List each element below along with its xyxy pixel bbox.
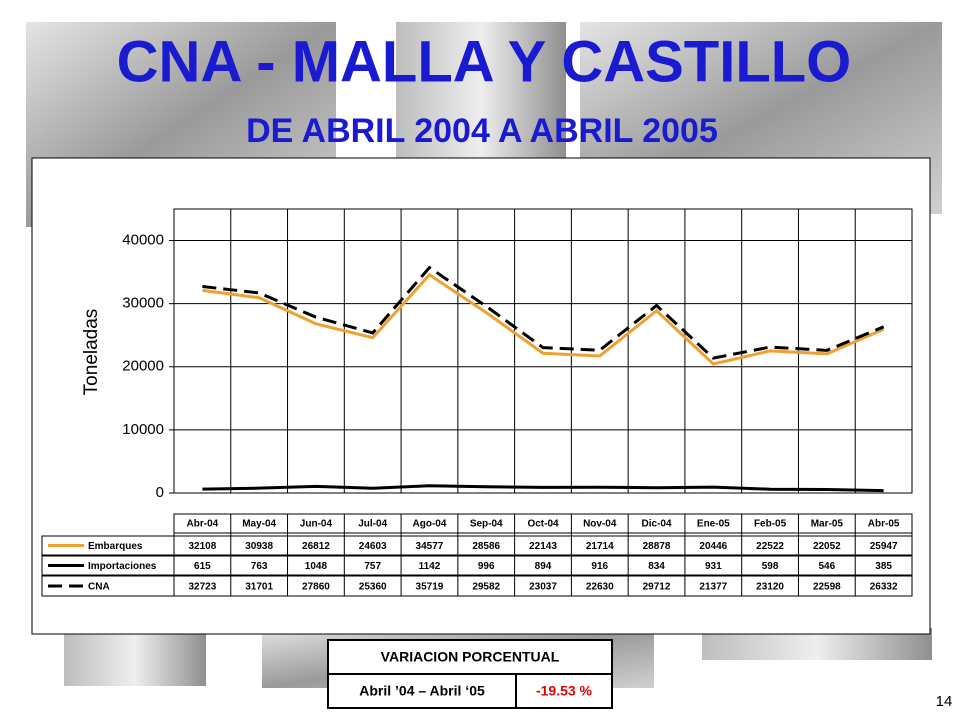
table-value: 916 xyxy=(591,561,608,572)
legend-label: Embarques xyxy=(88,541,143,552)
table-value: 1048 xyxy=(305,561,328,572)
legend-label: Importaciones xyxy=(88,561,157,572)
table-value: 22598 xyxy=(813,582,841,593)
table-value: 31701 xyxy=(245,582,273,593)
x-tick-label: Feb-05 xyxy=(754,519,787,530)
table-value: 21377 xyxy=(699,582,727,593)
x-tick-label: Abr-05 xyxy=(868,519,900,530)
table-value: 24603 xyxy=(359,541,387,552)
y-tick-label: 0 xyxy=(156,484,164,501)
series-line xyxy=(202,265,885,360)
subtitle: DE ABRIL 2004 A ABRIL 2005 xyxy=(246,112,718,150)
y-tick-label: 20000 xyxy=(122,358,164,375)
x-tick-label: Sep-04 xyxy=(470,519,503,530)
table-value: 29712 xyxy=(643,582,671,593)
table-value: 28878 xyxy=(643,541,671,552)
x-tick-label: Mar-05 xyxy=(811,519,844,530)
table-value: 29582 xyxy=(472,582,500,593)
table-value: 385 xyxy=(875,561,892,572)
x-tick-label: Ene-05 xyxy=(697,519,730,530)
variation-period: Abril ’04 – Abril ‘05 xyxy=(359,683,485,699)
table-value: 1142 xyxy=(419,561,441,572)
table-value: 546 xyxy=(819,561,836,572)
x-tick-label: Jun-04 xyxy=(300,519,333,530)
table-value: 22143 xyxy=(529,541,557,552)
table-value: 23037 xyxy=(529,582,557,593)
y-tick-label: 30000 xyxy=(122,295,164,312)
table-value: 35719 xyxy=(416,582,444,593)
x-tick-label: Dic-04 xyxy=(642,519,672,530)
legend-label: CNA xyxy=(88,582,110,593)
table-value: 20446 xyxy=(699,541,727,552)
x-tick-label: May-04 xyxy=(242,519,276,530)
x-tick-label: Nov-04 xyxy=(583,519,617,530)
table-value: 34577 xyxy=(416,541,444,552)
table-value: 615 xyxy=(194,561,211,572)
table-value: 21714 xyxy=(586,541,614,552)
table-value: 22522 xyxy=(756,541,784,552)
table-value: 26332 xyxy=(870,582,898,593)
table-value: 22052 xyxy=(813,541,841,552)
table-value: 931 xyxy=(705,561,722,572)
y-tick-label: 40000 xyxy=(122,232,164,249)
table-value: 894 xyxy=(535,561,552,572)
table-value: 25360 xyxy=(359,582,387,593)
y-axis-label: Toneladas xyxy=(81,309,102,396)
table-value: 26812 xyxy=(302,541,330,552)
variation-title: VARIACION PORCENTUAL xyxy=(381,649,560,665)
series-line xyxy=(202,484,884,493)
title: CNA - MALLA Y CASTILLO xyxy=(117,29,852,94)
x-tick-label: Abr-04 xyxy=(187,519,219,530)
x-tick-label: Ago-04 xyxy=(413,519,447,530)
page-number: 14 xyxy=(936,693,953,710)
table-value: 763 xyxy=(251,561,268,572)
table-value: 25947 xyxy=(870,541,898,552)
table-value: 996 xyxy=(478,561,495,572)
y-tick-label: 10000 xyxy=(122,421,164,438)
series-line xyxy=(202,272,885,366)
variation-table: VARIACION PORCENTUAL Abril ’04 – Abril ‘… xyxy=(327,639,613,709)
x-tick-label: Oct-04 xyxy=(527,519,559,530)
table-value: 27860 xyxy=(302,582,330,593)
table-value: 22630 xyxy=(586,582,614,593)
table-value: 32108 xyxy=(188,541,216,552)
table-value: 834 xyxy=(648,561,665,572)
table-value: 32723 xyxy=(188,582,216,593)
table-value: 23120 xyxy=(756,582,784,593)
variation-value: -19.53 % xyxy=(536,683,593,699)
table-value: 757 xyxy=(364,561,381,572)
table-value: 30938 xyxy=(245,541,273,552)
table-value: 28586 xyxy=(472,541,500,552)
table-value: 598 xyxy=(762,561,779,572)
x-tick-label: Jul-04 xyxy=(358,519,387,530)
